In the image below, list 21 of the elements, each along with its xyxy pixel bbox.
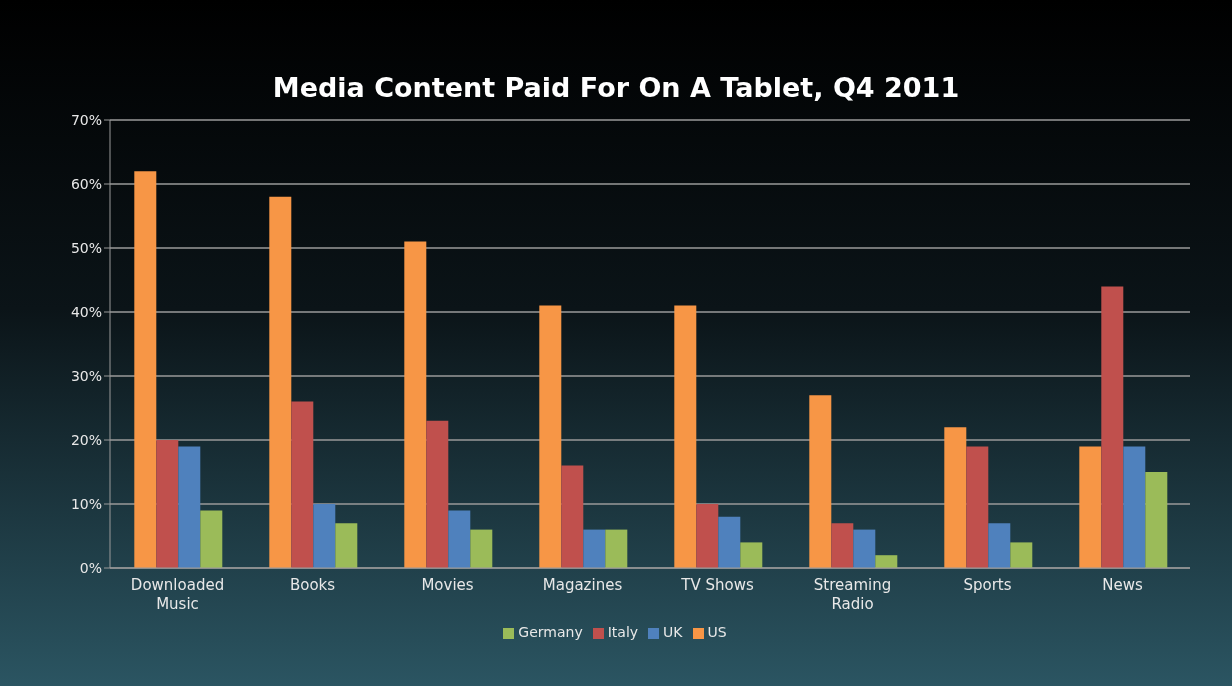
x-tick-label: Magazines (542, 576, 623, 594)
x-tick-label: Sports (963, 576, 1012, 594)
chart-title: Media Content Paid For On A Tablet, Q4 2011 (271, 72, 961, 103)
y-tick-label: 60% (70, 175, 102, 192)
legend-label: Italy (607, 624, 639, 640)
x-tick-label: Books (289, 576, 336, 594)
x-tick-label: Downloaded Music (130, 576, 225, 613)
y-tick-label: 0% (79, 559, 102, 576)
y-tick-label: 10% (70, 495, 102, 512)
y-tick-label: 30% (70, 367, 102, 384)
x-tick-label: Movies (421, 576, 474, 594)
x-tick-label: TV Shows (680, 576, 754, 594)
legend-label: UK (663, 624, 683, 640)
y-tick-label: 70% (70, 111, 102, 128)
legend-label: Germany (518, 624, 583, 640)
y-tick-label: 40% (70, 303, 102, 320)
x-tick-label: Streaming Radio (813, 576, 892, 613)
y-tick-label: 20% (70, 431, 102, 448)
x-tick-label: News (1102, 576, 1143, 594)
y-tick-label: 50% (70, 239, 102, 256)
legend-label: US (707, 624, 727, 640)
